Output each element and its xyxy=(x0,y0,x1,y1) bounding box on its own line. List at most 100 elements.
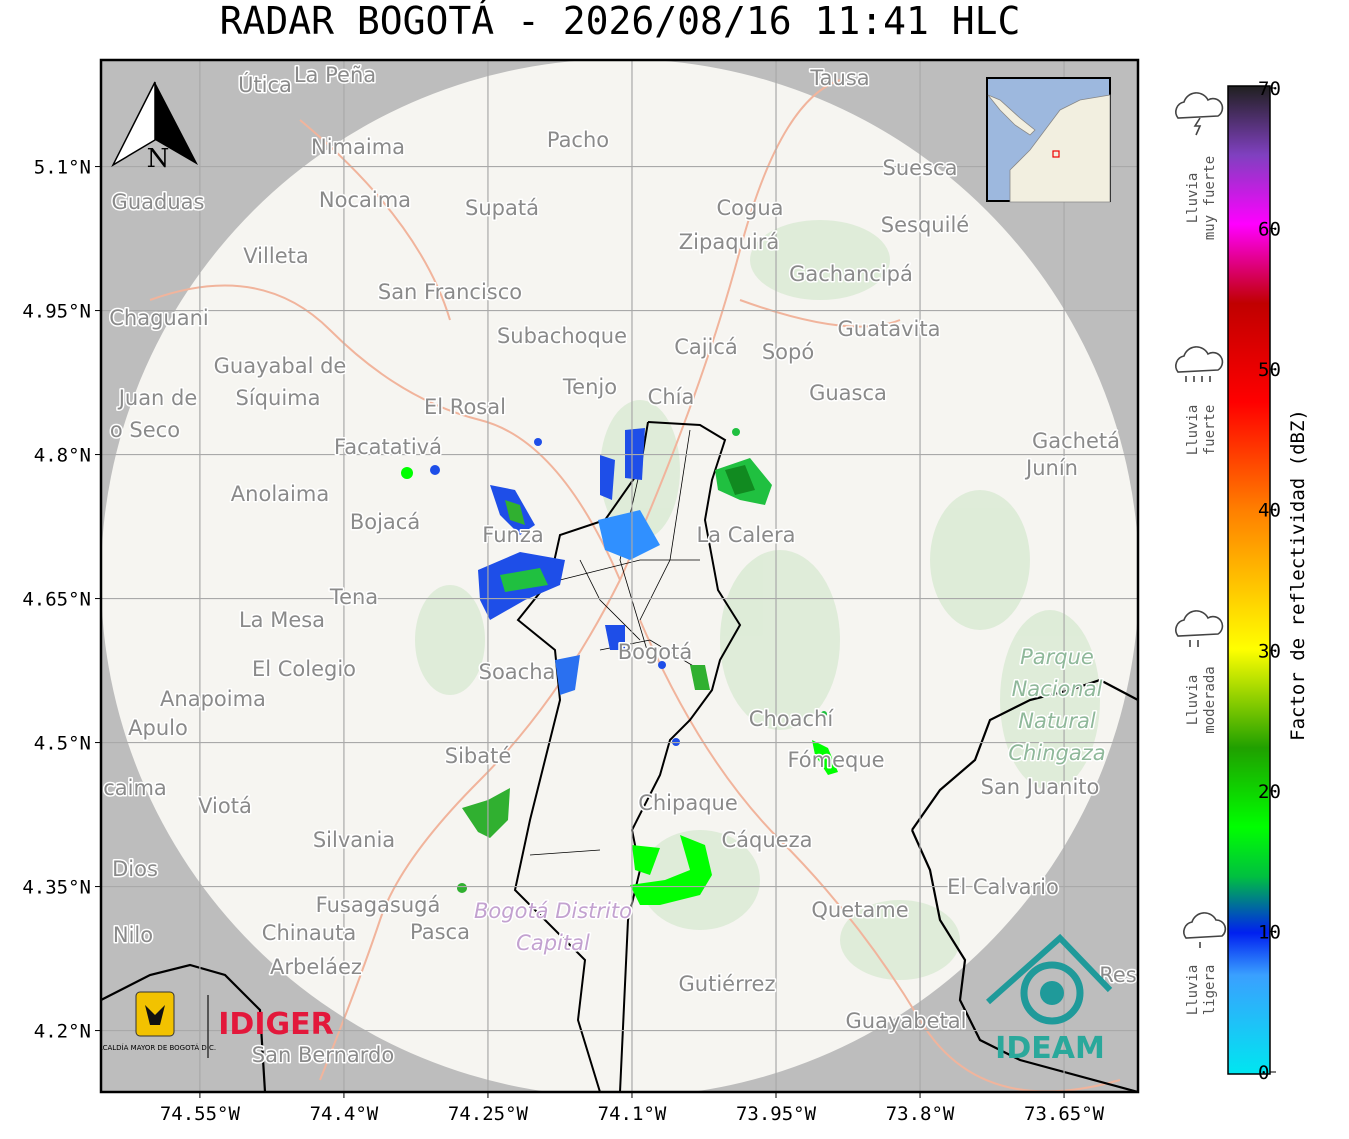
place-label: Chinauta xyxy=(262,921,356,945)
logo-idiger: IDIGER xyxy=(218,1007,333,1042)
place-label: Útica xyxy=(238,72,292,97)
place-label: El Colegio xyxy=(252,657,356,681)
place-label: Chipaque xyxy=(638,791,738,815)
district-label: Capital xyxy=(516,931,590,955)
axes: 5.1°N 4.95°N 4.8°N 4.65°N 4.5°N 4.35°N 4.2°N 74… xyxy=(22,157,1104,1125)
rain-category-label: Lluvia xyxy=(1185,965,1201,1016)
rain-category-label: moderada xyxy=(1202,666,1218,733)
grid xyxy=(101,60,1138,1092)
lon-tick-label: 73.95°W xyxy=(736,1103,817,1125)
place-label: Fómeque xyxy=(787,748,884,772)
colorbar-tick-label: 50 xyxy=(1258,359,1281,381)
place-label: Pacho xyxy=(547,128,609,152)
place-label: Junín xyxy=(1024,456,1078,480)
place-label: San Bernardo xyxy=(252,1043,394,1067)
lat-tick-label: 4.5°N xyxy=(34,733,91,755)
colorbar-tick-label: 70 xyxy=(1258,78,1281,100)
lon-tick-label: 74.55°W xyxy=(160,1103,241,1125)
place-label: Quetame xyxy=(811,898,908,922)
lat-tick-label: 4.35°N xyxy=(22,877,91,899)
place-label: Nocaima xyxy=(319,188,411,212)
lon-tick-label: 73.65°W xyxy=(1024,1103,1105,1125)
place-label: Tena xyxy=(329,585,378,609)
place-label: Tausa xyxy=(809,66,869,90)
colorbar-tick-label: 0 xyxy=(1258,1062,1269,1084)
inset-map xyxy=(986,77,1111,203)
place-label: Gutiérrez xyxy=(679,972,776,996)
place-label: Sesquilé xyxy=(881,213,969,237)
place-label: Cáqueza xyxy=(722,828,813,852)
lon-tick-label: 73.8°W xyxy=(886,1103,955,1125)
place-label: Sibaté xyxy=(445,744,512,768)
place-label: Chía xyxy=(648,385,695,409)
radar-echoes xyxy=(401,428,838,905)
vegetation xyxy=(415,220,1100,980)
place-label: Fusagasugá xyxy=(316,893,441,917)
north-arrow: N xyxy=(111,81,198,174)
place-label: Chaguani xyxy=(109,306,209,330)
lat-tick-label: 4.95°N xyxy=(22,301,91,323)
colorbar-tick-label: 10 xyxy=(1258,921,1281,943)
place-label: Síquima xyxy=(236,386,321,410)
place-label: Suesca xyxy=(883,156,958,180)
lat-tick-label: 4.8°N xyxy=(34,445,91,467)
place-label: Apulo xyxy=(128,716,188,740)
title: RADAR BOGOTÁ - 2026/08/16 11:41 HLC xyxy=(220,0,1021,43)
place-label: Cajicá xyxy=(674,335,738,359)
place-label: La Calera xyxy=(696,523,795,547)
place-label: La Mesa xyxy=(239,608,325,632)
park-label: Parque xyxy=(1020,645,1094,669)
park-label: Chingaza xyxy=(1008,741,1105,765)
place-label: Zipaquirá xyxy=(679,230,779,254)
rain-icons xyxy=(1175,92,1227,948)
place-label: El Rosal xyxy=(424,395,506,419)
place-label: Gachancipá xyxy=(789,262,913,286)
place-label: Nimaima xyxy=(311,135,405,159)
place-label: Choachí xyxy=(749,707,835,731)
place-label: Sopó xyxy=(762,340,814,364)
rain-category-label: Lluvia xyxy=(1185,173,1201,224)
place-label: Gachetá xyxy=(1032,429,1120,453)
place-label: San Juanito xyxy=(981,775,1100,799)
place-label: Subachoque xyxy=(497,324,627,348)
colorbar-tick-label: 40 xyxy=(1258,500,1281,522)
place-label: Silvania xyxy=(313,828,395,852)
north-label: N xyxy=(147,144,170,174)
rain-category-label: fuerte xyxy=(1202,405,1218,456)
logos: ALCALDÍA MAYOR DE BOGOTÁ D.C. IDIGER IDE… xyxy=(101,933,1113,1066)
place-label: Tenjo xyxy=(562,375,617,399)
place-label: Anolaima xyxy=(231,482,329,506)
place-label: Nilo xyxy=(113,923,153,947)
place-label: Supatá xyxy=(465,196,539,220)
colorbar-tick-label: 60 xyxy=(1258,219,1281,241)
place-label: Bogotá xyxy=(618,640,693,664)
place-label: Guatavita xyxy=(838,317,941,341)
place-label: Pasca xyxy=(410,920,470,944)
place-label: El Calvario xyxy=(947,875,1059,899)
lon-tick-label: 74.4°W xyxy=(310,1103,379,1125)
lon-tick-label: 74.25°W xyxy=(448,1103,529,1125)
place-label: Bojacá xyxy=(350,510,420,534)
place-label: Funza xyxy=(482,523,543,547)
place-label: Dios xyxy=(112,857,158,881)
park-label: Natural xyxy=(1018,709,1096,733)
map-frame xyxy=(99,58,1140,1094)
place-label: Guayabetal xyxy=(846,1009,967,1033)
rain-category-label: ligera xyxy=(1202,965,1218,1016)
place-label: Anapoima xyxy=(160,687,266,711)
colorbar-tick-label: 30 xyxy=(1258,640,1281,662)
lat-tick-label: 4.65°N xyxy=(22,589,91,611)
place-labels: Útica La Peña Tausa Pacho Nimaima Guaduas Noca… xyxy=(102,62,1138,1069)
place-label: Guaduas xyxy=(112,190,205,214)
place-label: Juan de xyxy=(117,386,198,410)
place-label: Viotá xyxy=(198,794,252,818)
logo-ideam: IDEAM xyxy=(995,1031,1105,1066)
map: Útica La Peña Tausa Pacho Nimaima Guaduas Noca… xyxy=(101,60,1138,1092)
place-label: Arbeláez xyxy=(270,955,362,979)
lat-tick-label: 4.2°N xyxy=(34,1021,91,1043)
radar-range xyxy=(101,60,1138,1092)
lon-tick-label: 74.1°W xyxy=(598,1103,667,1125)
rain-category-label: muy fuerte xyxy=(1202,156,1218,240)
